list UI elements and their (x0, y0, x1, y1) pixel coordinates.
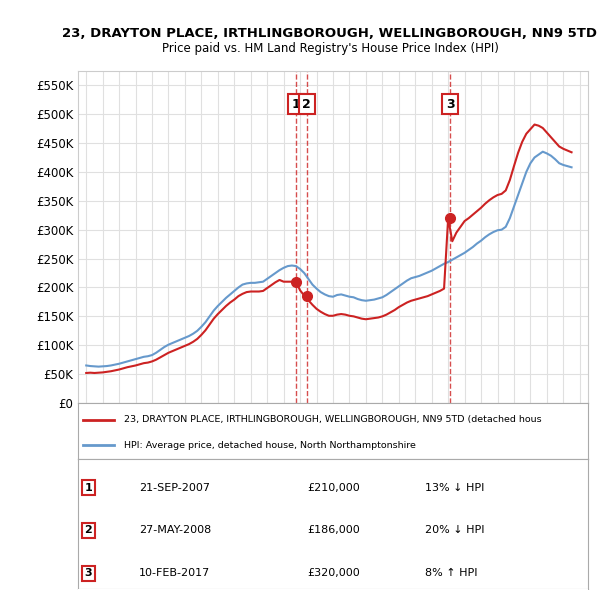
Text: 23, DRAYTON PLACE, IRTHLINGBOROUGH, WELLINGBOROUGH, NN9 5TD (detached hous: 23, DRAYTON PLACE, IRTHLINGBOROUGH, WELL… (124, 415, 542, 424)
Text: 8% ↑ HPI: 8% ↑ HPI (425, 568, 478, 578)
Text: £320,000: £320,000 (308, 568, 360, 578)
Text: 23, DRAYTON PLACE, IRTHLINGBOROUGH, WELLINGBOROUGH, NN9 5TD: 23, DRAYTON PLACE, IRTHLINGBOROUGH, WELL… (62, 27, 598, 40)
Text: Price paid vs. HM Land Registry's House Price Index (HPI): Price paid vs. HM Land Registry's House … (161, 42, 499, 55)
Text: 3: 3 (446, 97, 454, 110)
Text: £210,000: £210,000 (308, 483, 360, 493)
Text: 20% ↓ HPI: 20% ↓ HPI (425, 526, 484, 536)
Text: 2: 2 (302, 97, 311, 110)
Text: 1: 1 (85, 483, 92, 493)
Text: 1: 1 (291, 97, 300, 110)
Text: 10-FEB-2017: 10-FEB-2017 (139, 568, 211, 578)
Text: 27-MAY-2008: 27-MAY-2008 (139, 526, 211, 536)
Text: 3: 3 (85, 568, 92, 578)
Text: 13% ↓ HPI: 13% ↓ HPI (425, 483, 484, 493)
Text: 2: 2 (85, 526, 92, 536)
Text: £186,000: £186,000 (308, 526, 360, 536)
Text: 21-SEP-2007: 21-SEP-2007 (139, 483, 210, 493)
Text: HPI: Average price, detached house, North Northamptonshire: HPI: Average price, detached house, Nort… (124, 441, 416, 450)
